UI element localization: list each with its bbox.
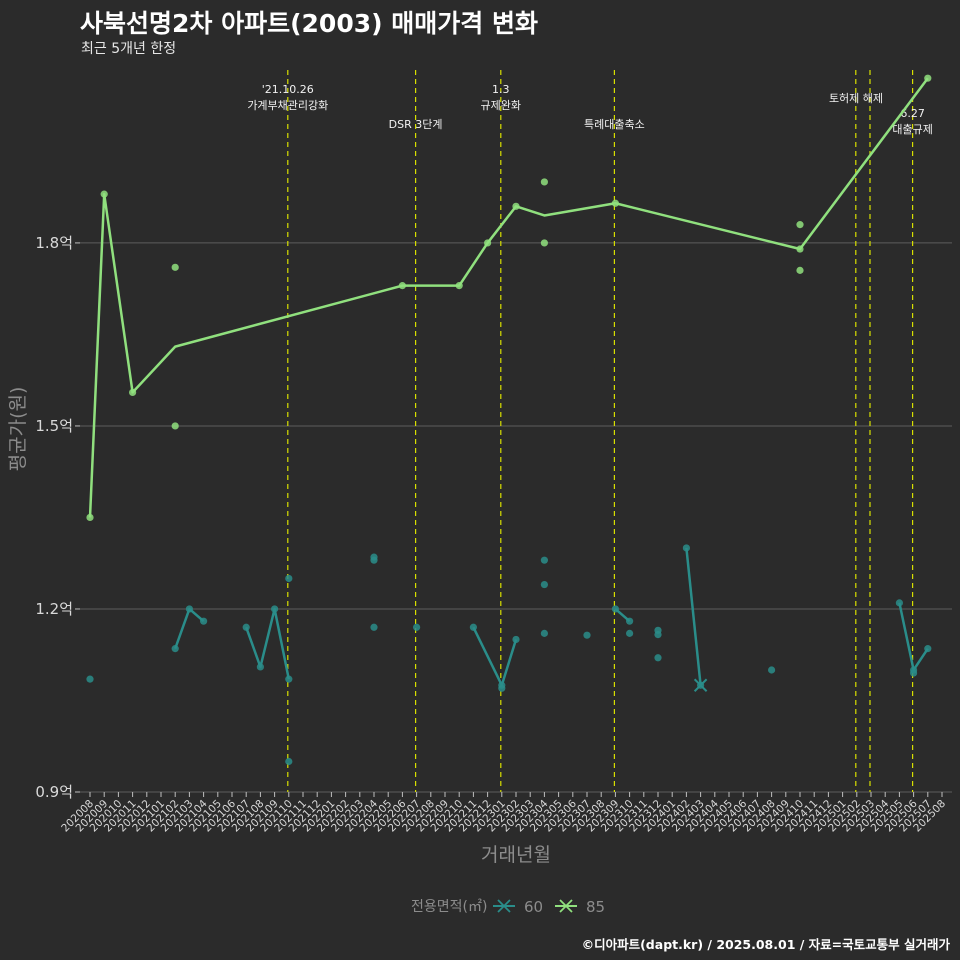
event-label: 6.27 bbox=[900, 107, 925, 120]
data-point-60 bbox=[242, 623, 250, 631]
y-tick-label: 1.8억 bbox=[35, 234, 73, 252]
data-point-60 bbox=[626, 629, 634, 637]
data-point-60 bbox=[611, 605, 620, 613]
series-line-60 bbox=[685, 547, 702, 686]
data-point-85 bbox=[455, 282, 463, 290]
data-point-85 bbox=[540, 239, 549, 247]
data-point-85 bbox=[171, 263, 179, 271]
x-axis-title: 거래년월 bbox=[481, 844, 551, 866]
y-tick-label: 1.2억 bbox=[35, 600, 73, 618]
y-axis-title: 평균가(원) bbox=[7, 387, 29, 472]
legend-label-60: 60 bbox=[524, 898, 543, 916]
event-label: '21.10.26 bbox=[262, 83, 314, 96]
data-point-60 bbox=[413, 623, 421, 631]
data-point-85 bbox=[86, 513, 94, 522]
chart-title: 사북선명2차 아파트(2003) 매매가격 변화 bbox=[80, 9, 538, 38]
data-point-60 bbox=[86, 675, 94, 683]
source-caption: ©디아파트(dapt.kr) / 2025.08.01 / 자료=국토교통부 실… bbox=[581, 937, 950, 952]
event-label: 특례대출축소 bbox=[584, 118, 645, 131]
grid-layer bbox=[80, 242, 952, 793]
legend-layer: 전용면적(㎡) 60 85 bbox=[411, 898, 605, 916]
data-point-60 bbox=[285, 757, 293, 766]
legend-key-cross-60 bbox=[497, 899, 511, 913]
data-point-85 bbox=[398, 282, 406, 290]
data-point-60 bbox=[256, 663, 264, 671]
data-point-85 bbox=[484, 239, 492, 247]
data-point-60 bbox=[540, 629, 549, 637]
data-point-60 bbox=[540, 580, 549, 589]
chart-subtitle: 최근 5개년 한정 bbox=[81, 41, 177, 57]
data-point-60 bbox=[271, 605, 279, 613]
data-point-60 bbox=[583, 631, 591, 639]
data-point-60 bbox=[512, 635, 520, 644]
series-line-60 bbox=[174, 607, 205, 650]
data-point-85 bbox=[512, 202, 520, 210]
data-point-60 bbox=[682, 544, 691, 552]
axis-layer: 0.9억1.2억1.5억1.8억202008202009202010202011… bbox=[7, 234, 948, 866]
legend-label-85: 85 bbox=[586, 898, 605, 916]
data-point-60 bbox=[370, 623, 378, 631]
data-point-60 bbox=[768, 666, 776, 674]
data-point-60 bbox=[200, 617, 208, 625]
event-label: 대출규제 bbox=[892, 123, 932, 136]
data-point-60 bbox=[626, 617, 634, 625]
series-line-60 bbox=[245, 607, 291, 680]
series-line-60 bbox=[898, 602, 929, 672]
data-point-60 bbox=[654, 654, 662, 662]
y-tick-label: 1.5억 bbox=[35, 417, 73, 435]
data-point-85 bbox=[796, 266, 804, 274]
data-point-60 bbox=[370, 556, 378, 564]
legend-key-cross-85 bbox=[559, 899, 573, 913]
data-point-60 bbox=[895, 599, 904, 607]
data-point-85 bbox=[796, 221, 804, 229]
series-line-60 bbox=[472, 626, 518, 687]
data-point-60 bbox=[285, 675, 293, 683]
data-point-60 bbox=[498, 684, 506, 692]
data-point-85 bbox=[611, 199, 620, 207]
data-point-60 bbox=[654, 630, 662, 639]
series-line-85 bbox=[88, 77, 929, 518]
data-point-60 bbox=[285, 574, 293, 583]
data-point-85 bbox=[540, 178, 549, 186]
highlight-cross bbox=[693, 678, 708, 692]
data-point-60 bbox=[910, 669, 918, 677]
data-point-85 bbox=[796, 245, 804, 253]
series-layer bbox=[86, 74, 932, 766]
data-point-85 bbox=[129, 388, 137, 396]
data-point-60 bbox=[171, 645, 179, 653]
y-tick-label: 0.9억 bbox=[35, 783, 73, 801]
data-point-60 bbox=[540, 556, 549, 564]
event-label: 1.3 bbox=[492, 83, 510, 96]
data-point-60 bbox=[469, 623, 477, 631]
legend-title: 전용면적(㎡) bbox=[411, 899, 487, 915]
highlight-marker bbox=[693, 678, 708, 692]
event-label: 토허제 해제 bbox=[829, 91, 883, 105]
data-point-85 bbox=[171, 422, 179, 430]
data-point-60 bbox=[185, 605, 193, 613]
event-label: 규제완화 bbox=[481, 99, 521, 112]
event-label: DSR 3단계 bbox=[389, 118, 443, 131]
data-point-85 bbox=[100, 190, 108, 198]
data-point-60 bbox=[924, 645, 932, 653]
data-point-85 bbox=[924, 74, 932, 82]
event-label: 가계부채관리강화 bbox=[247, 99, 328, 112]
